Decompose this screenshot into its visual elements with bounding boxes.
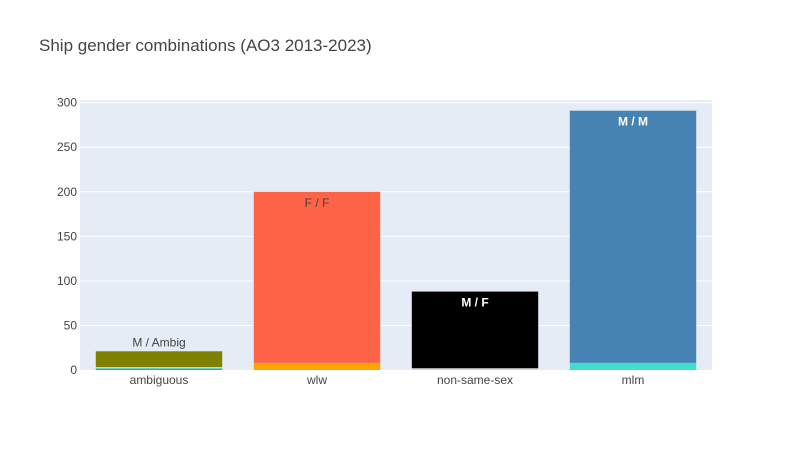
bar-segment-wlw-0	[253, 362, 381, 370]
y-tick-label: 200	[57, 185, 77, 199]
bar-segment-non-same-sex-1	[411, 291, 539, 369]
bar-segment-wlw-1	[253, 191, 381, 363]
bar-segment-mlm-1	[569, 110, 697, 363]
x-tick-label: mlm	[622, 373, 645, 387]
x-axis: ambiguous wlw non-same-sex mlm	[130, 373, 645, 387]
gridlines	[80, 102, 712, 326]
x-tick-label: ambiguous	[130, 373, 189, 387]
bar-label-non-same-sex: M / F	[461, 296, 488, 310]
y-tick-label: 150	[57, 229, 77, 243]
bar-label-wlw: F / F	[305, 196, 330, 210]
x-tick-label: non-same-sex	[437, 373, 513, 387]
bar-segment-ambiguous-0	[95, 368, 223, 370]
bar-label-ambiguous: M / Ambig	[132, 335, 185, 349]
y-tick-label: 0	[70, 363, 77, 377]
chart-title: Ship gender combinations (AO3 2013-2023)	[39, 36, 372, 55]
bar-labels: M / Ambig F / F M / F M / M	[132, 115, 648, 350]
y-tick-label: 250	[57, 140, 77, 154]
bar-segment-ambiguous-2	[95, 351, 223, 368]
bar-segment-non-same-sex-0	[411, 368, 539, 370]
y-axis: 0 50 100 150 200 250 300	[57, 96, 77, 377]
y-tick-label: 50	[64, 318, 78, 332]
y-tick-label: 100	[57, 274, 77, 288]
bar-label-mlm: M / M	[618, 115, 648, 129]
bar-segment-ambiguous-1	[95, 367, 223, 369]
y-tick-label: 300	[57, 96, 77, 110]
bar-segment-mlm-0	[569, 362, 697, 370]
x-tick-label: wlw	[306, 373, 327, 387]
bars	[95, 110, 697, 370]
